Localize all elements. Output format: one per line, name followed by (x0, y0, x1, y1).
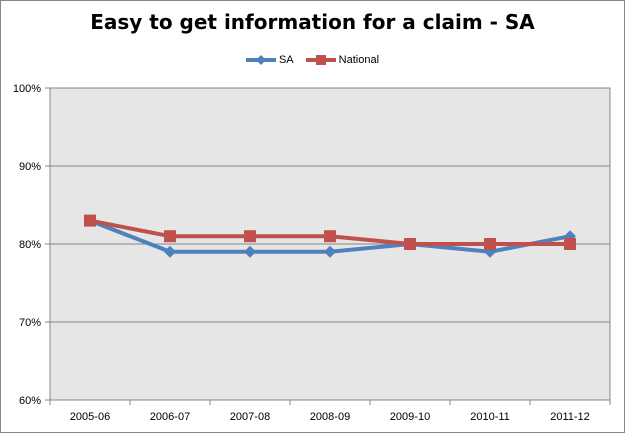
data-point-national (244, 230, 256, 243)
legend: SA National (0, 54, 625, 66)
legend-item-national: National (305, 54, 380, 66)
y-tick-label: 80% (19, 239, 41, 251)
series-group (84, 214, 576, 258)
legend-item-sa: SA (245, 54, 294, 66)
x-tick-label: 2011-12 (550, 411, 590, 423)
legend-label-national: National (338, 54, 380, 66)
data-point-national (404, 238, 416, 250)
y-axis: 60% 70% 80% 90% 100% (13, 83, 50, 407)
x-tick-label: 2006-07 (150, 411, 190, 423)
x-tick-label: 2007-08 (230, 411, 270, 423)
x-tick-label: 2005-06 (70, 411, 110, 423)
chart-title: Easy to get information for a claim - SA (90, 10, 535, 34)
data-point-national (564, 238, 576, 250)
data-point-sa (324, 245, 336, 258)
data-point-national (164, 230, 176, 243)
y-tick-label: 60% (19, 395, 41, 407)
x-tick-label: 2010-11 (470, 411, 510, 423)
y-tick-label: 70% (19, 317, 41, 329)
x-tick-label: 2008-09 (310, 411, 350, 423)
data-point-sa (164, 245, 176, 258)
y-tick-label: 100% (13, 83, 41, 95)
legend-swatch-national (305, 55, 336, 65)
y-tick-label: 90% (19, 161, 41, 173)
series-national (84, 214, 576, 250)
legend-swatch-sa (245, 55, 276, 65)
x-axis: 2005-06 2006-07 2007-08 2008-09 2009-10 2010-… (49, 400, 611, 423)
x-tick-label: 2009-10 (390, 411, 430, 423)
data-point-national (484, 238, 496, 250)
legend-label-sa: SA (278, 54, 294, 66)
data-point-national (84, 214, 96, 227)
data-point-national (324, 230, 336, 243)
data-point-sa (244, 245, 256, 258)
